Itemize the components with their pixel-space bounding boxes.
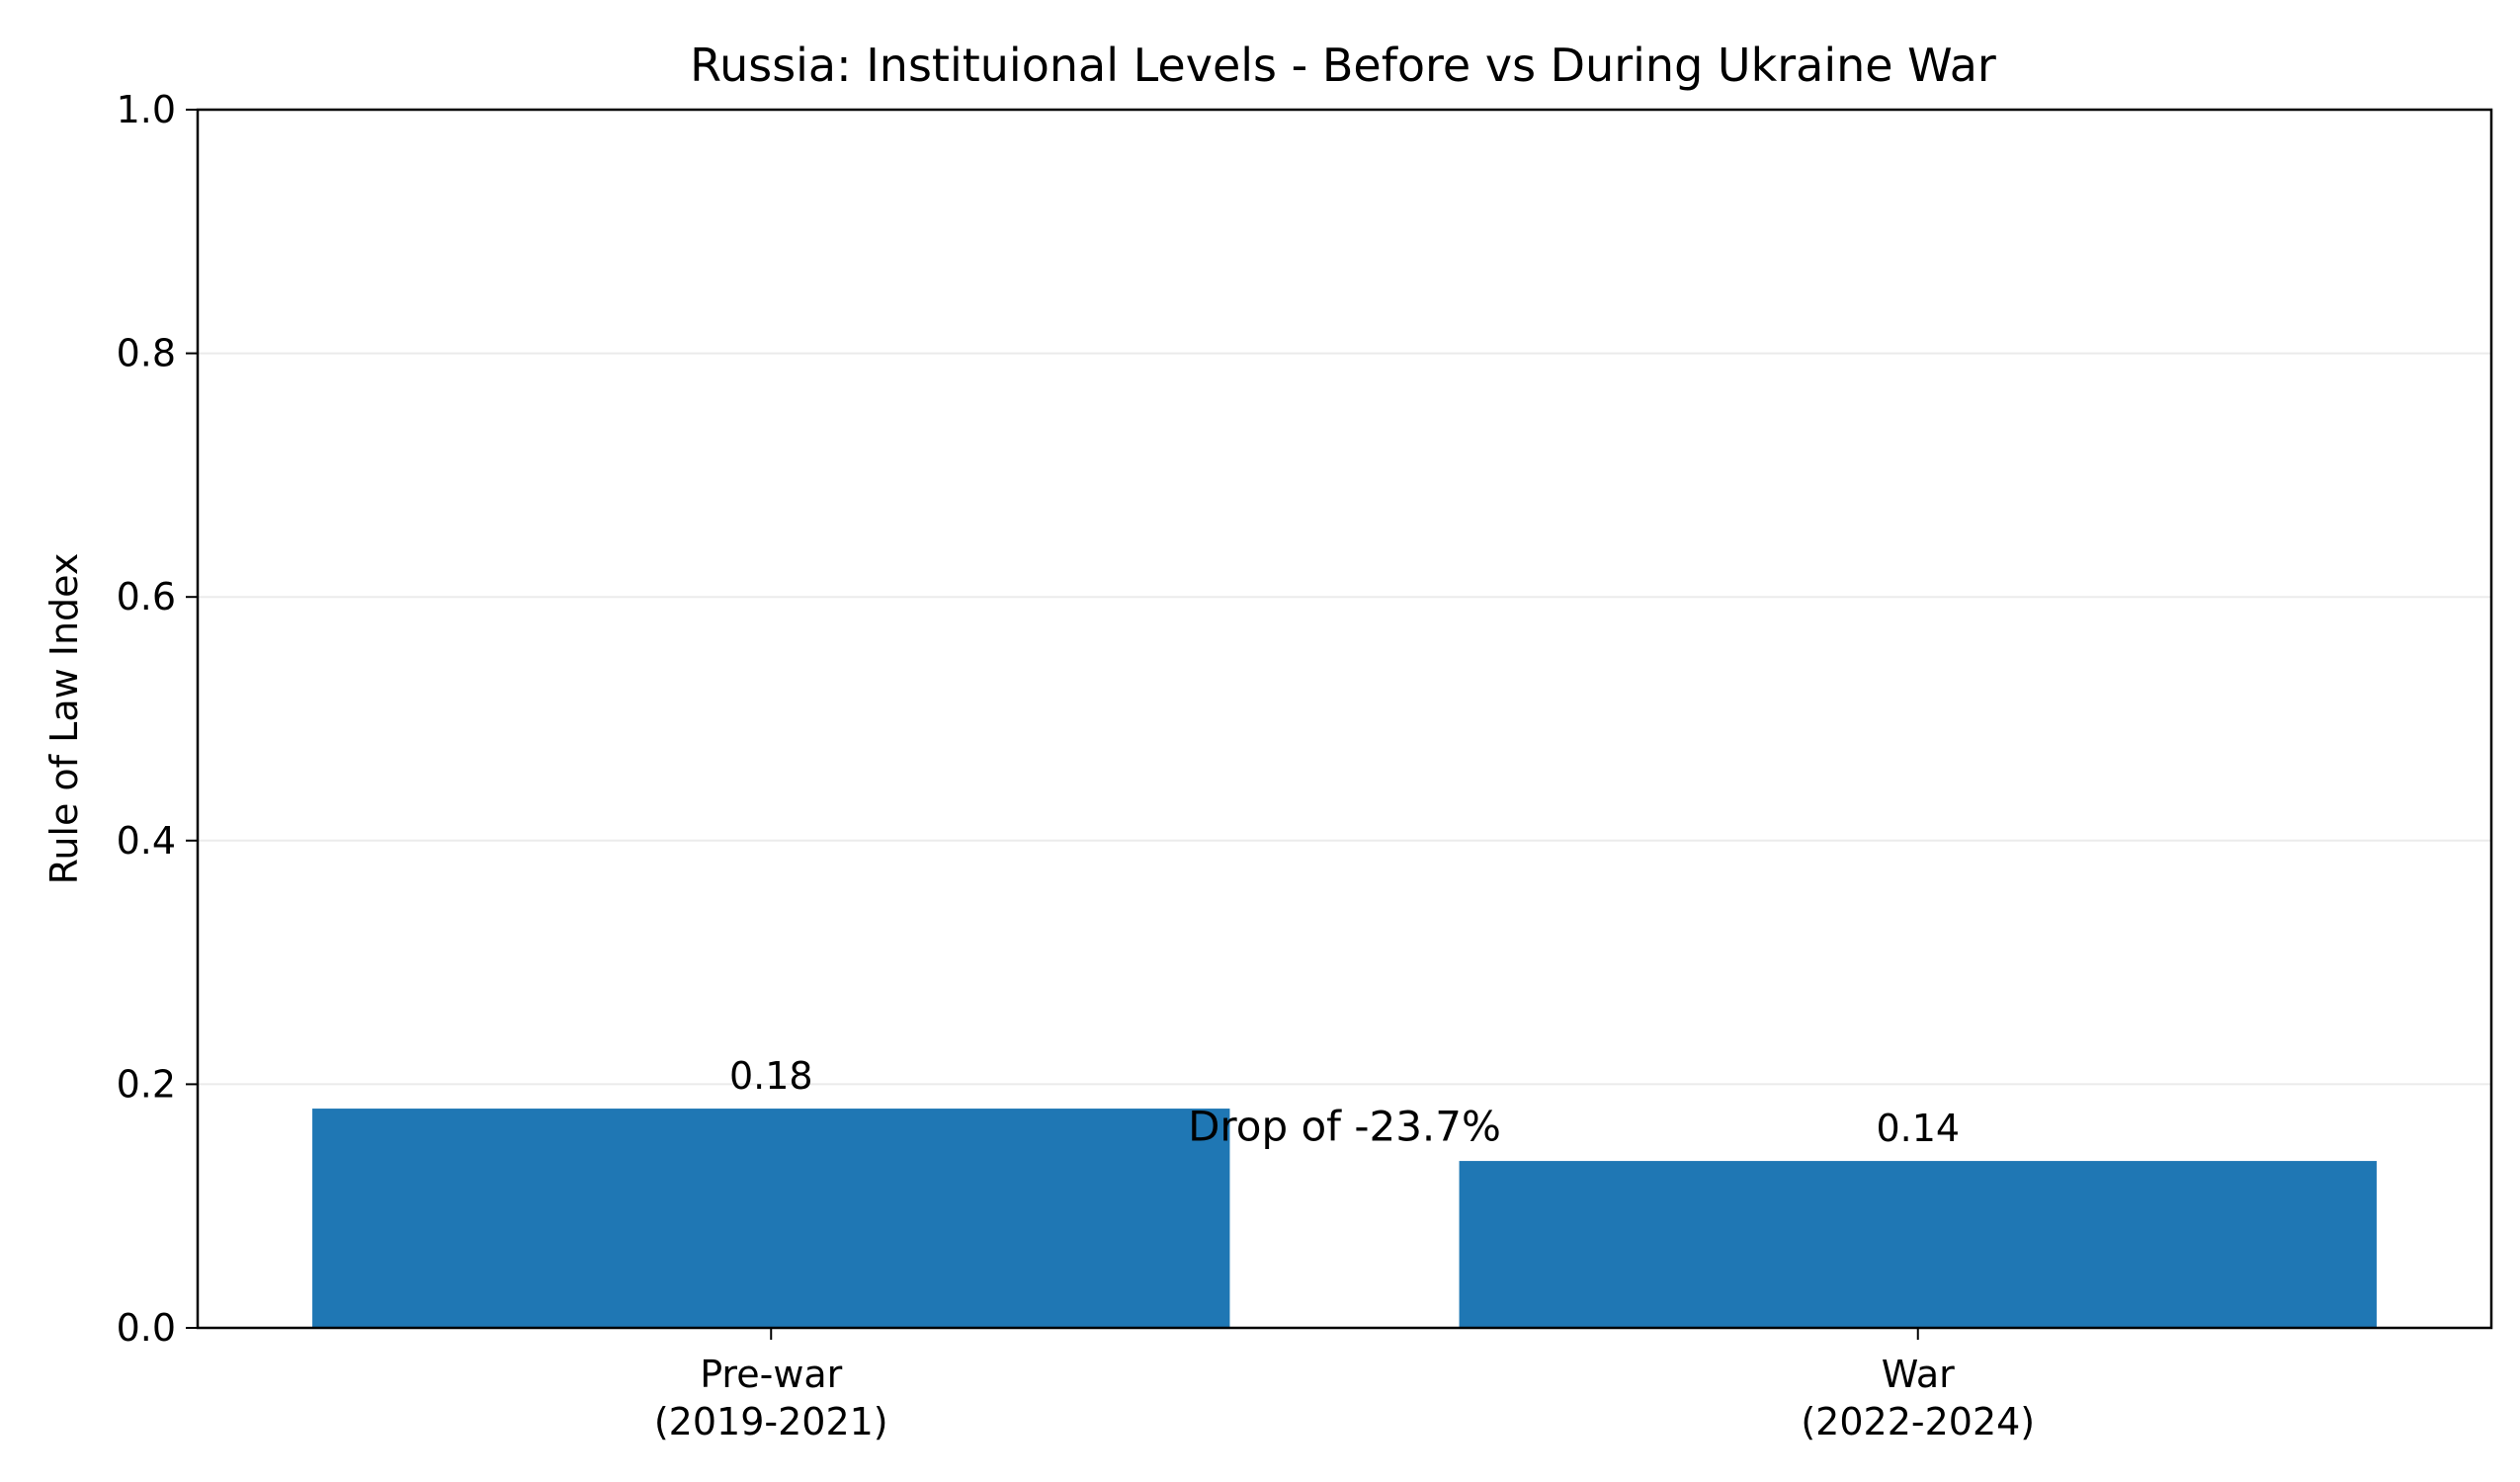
chart-title: Russia: Instituional Levels - Before vs … bbox=[690, 39, 1996, 92]
plot-frame bbox=[196, 108, 2493, 1330]
drop-annotation: Drop of -23.7% bbox=[1188, 1103, 1501, 1151]
x-tick-label: War bbox=[1882, 1353, 1955, 1396]
y-tick-label: 0.4 bbox=[117, 819, 176, 863]
x-tick-label: (2022-2024) bbox=[1801, 1400, 2035, 1443]
bar bbox=[312, 1109, 1230, 1328]
y-tick-label: 1.0 bbox=[117, 88, 176, 131]
y-tick-label: 0.0 bbox=[117, 1306, 176, 1350]
bars bbox=[312, 1109, 2377, 1328]
y-tick-label: 0.8 bbox=[117, 332, 176, 375]
y-tick-label: 0.6 bbox=[117, 575, 176, 618]
y-tick-label: 0.2 bbox=[117, 1062, 176, 1106]
bar bbox=[1459, 1161, 2377, 1328]
x-tick-label: (2019-2021) bbox=[654, 1400, 888, 1443]
data-labels: 0.18 0.14 bbox=[729, 1054, 1960, 1150]
grid-lines bbox=[198, 352, 2491, 1086]
y-axis-label: Rule of Law Index bbox=[42, 553, 86, 885]
bar-value-label: 0.18 bbox=[729, 1054, 813, 1098]
bar-value-label: 0.14 bbox=[1876, 1107, 1960, 1150]
x-tick-label: Pre-war bbox=[700, 1353, 842, 1396]
x-axis-ticks: Pre-war(2019-2021) War(2022-2024) bbox=[654, 1328, 2035, 1443]
y-axis-ticks: 0.0 0.2 0.4 0.6 0.8 1.0 bbox=[117, 88, 198, 1350]
